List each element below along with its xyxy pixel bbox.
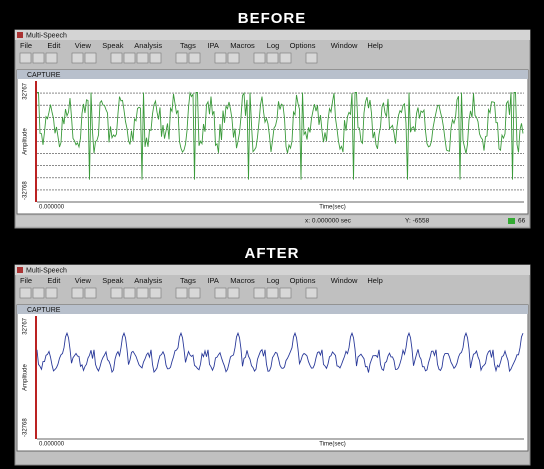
toolbar-button[interactable]	[279, 287, 292, 299]
menu-item[interactable]: Window	[331, 276, 358, 285]
toolbar-button[interactable]	[136, 52, 149, 64]
capture-title-bar	[17, 305, 528, 314]
toolbar-button[interactable]	[84, 52, 97, 64]
toolbar-button[interactable]	[136, 287, 149, 299]
menu-item[interactable]: Analysis	[134, 276, 162, 285]
toolbar-button[interactable]	[19, 287, 32, 299]
y-label: Amplitude	[23, 128, 29, 155]
toolbar-button[interactable]	[266, 287, 279, 299]
menu-item[interactable]: Macros	[230, 276, 255, 285]
status-field: Y: -6558	[405, 218, 430, 225]
menu-item[interactable]: Analysis	[134, 41, 162, 50]
toolbar-button[interactable]	[175, 287, 188, 299]
menu-item[interactable]: Options	[290, 41, 316, 50]
toolbar-button[interactable]	[71, 287, 84, 299]
capture-title-bar	[17, 70, 528, 79]
toolbar-button[interactable]	[123, 52, 136, 64]
toolbar-button[interactable]	[175, 52, 188, 64]
toolbar-button[interactable]	[227, 287, 240, 299]
toolbar-button[interactable]	[71, 52, 84, 64]
capture-title: CAPTURE	[27, 307, 61, 314]
toolbar-button[interactable]	[84, 287, 97, 299]
menu-item[interactable]: IPA	[207, 41, 219, 50]
toolbar-button[interactable]	[214, 287, 227, 299]
toolbar-button[interactable]	[266, 52, 279, 64]
menu-item[interactable]: Log	[267, 276, 280, 285]
waveform	[36, 331, 524, 374]
menu-item[interactable]: Tags	[180, 41, 196, 50]
status-field: 66	[518, 218, 526, 225]
capture-title: CAPTURE	[27, 72, 61, 79]
x-label: Time(sec)	[319, 442, 345, 448]
y-min: -32768	[23, 181, 29, 200]
toolbar-button[interactable]	[45, 287, 58, 299]
menu-item[interactable]: Edit	[47, 276, 61, 285]
menu-item[interactable]: File	[20, 41, 32, 50]
toolbar-button[interactable]	[45, 52, 58, 64]
menu-item[interactable]: Macros	[230, 41, 255, 50]
window-title: Multi-Speech	[26, 267, 67, 274]
y-axis-area	[18, 316, 36, 439]
menu-item[interactable]: IPA	[207, 276, 219, 285]
menu-item[interactable]: Speak	[102, 41, 124, 50]
status-field: x: 0.000000 sec	[305, 218, 352, 225]
menu-item[interactable]: Log	[267, 41, 280, 50]
toolbar-button[interactable]	[214, 52, 227, 64]
toolbar-button[interactable]	[279, 52, 292, 64]
menu-item[interactable]: Window	[331, 41, 358, 50]
waveform	[37, 91, 524, 180]
menu-item[interactable]: View	[75, 41, 92, 50]
toolbar-button[interactable]	[32, 287, 45, 299]
app-icon	[17, 267, 23, 273]
capture-window	[16, 304, 529, 452]
y-min: -32768	[23, 418, 29, 437]
y-max: 32767	[23, 317, 29, 334]
app-icon	[17, 32, 23, 38]
title-bar	[15, 265, 530, 275]
x-label: Time(sec)	[319, 205, 345, 211]
y-label: Amplitude	[23, 364, 29, 391]
status-bar	[16, 216, 529, 226]
menu-item[interactable]: Edit	[47, 41, 61, 50]
toolbar-button[interactable]	[149, 287, 162, 299]
menu-item[interactable]: View	[75, 276, 92, 285]
menu-item[interactable]: Help	[367, 41, 382, 50]
toolbar-button[interactable]	[305, 287, 318, 299]
heading: BEFORE	[238, 10, 307, 27]
toolbar-button[interactable]	[305, 52, 318, 64]
menu-item[interactable]: Help	[367, 276, 382, 285]
menu-item[interactable]: File	[20, 276, 32, 285]
menu-item[interactable]: Options	[290, 276, 316, 285]
menu-item[interactable]: Speak	[102, 276, 124, 285]
status-indicator	[508, 218, 515, 224]
x-start: 0.000000	[39, 205, 65, 211]
toolbar-button[interactable]	[110, 287, 123, 299]
y-max: 32767	[23, 82, 29, 99]
toolbar-button[interactable]	[253, 287, 266, 299]
toolbar-button[interactable]	[110, 52, 123, 64]
toolbar-button[interactable]	[149, 52, 162, 64]
heading: AFTER	[245, 245, 300, 262]
x-start: 0.000000	[39, 442, 65, 448]
toolbar-button[interactable]	[123, 287, 136, 299]
menu-item[interactable]: Tags	[180, 276, 196, 285]
y-axis-area	[18, 81, 36, 202]
window-title: Multi-Speech	[26, 32, 67, 39]
title-bar	[15, 30, 530, 40]
toolbar-button[interactable]	[32, 52, 45, 64]
toolbar-button[interactable]	[188, 287, 201, 299]
toolbar-button[interactable]	[188, 52, 201, 64]
toolbar-button[interactable]	[253, 52, 266, 64]
toolbar-button[interactable]	[19, 52, 32, 64]
toolbar-button[interactable]	[227, 52, 240, 64]
